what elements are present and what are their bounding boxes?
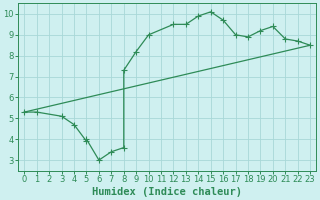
X-axis label: Humidex (Indice chaleur): Humidex (Indice chaleur) bbox=[92, 186, 242, 197]
